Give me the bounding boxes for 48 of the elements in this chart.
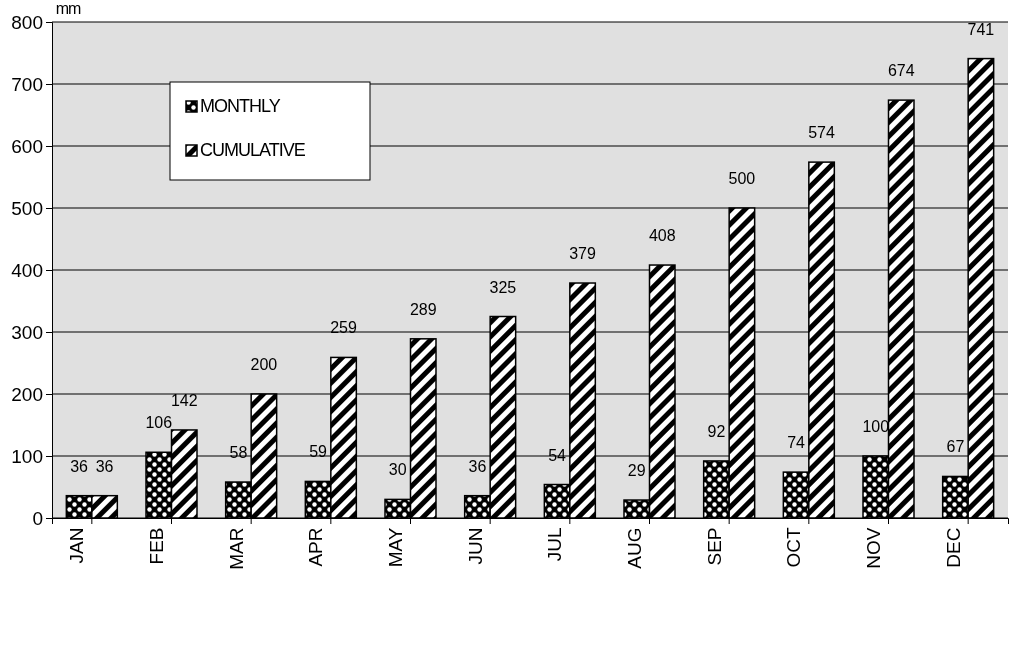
data-label: 67 [946,438,965,456]
data-label: 574 [808,124,836,142]
legend-label: CUMULATIVE [200,140,306,160]
y-tick-label: 600 [11,135,43,157]
y-tick-label: 500 [11,197,43,219]
x-tick-label: JAN [66,527,88,564]
y-tick-label: 800 [11,11,43,33]
x-tick-label: MAY [384,527,406,568]
data-label: 325 [489,278,517,296]
data-label: 408 [648,227,676,245]
data-label: 741 [967,20,995,38]
y-tick-label: 200 [11,383,43,405]
y-tick-label: 700 [11,73,43,95]
data-label: 36 [70,457,89,475]
data-label: 259 [330,319,358,337]
data-label: 674 [887,62,915,80]
x-tick-label: DEC [942,527,964,568]
data-label: 36 [468,457,487,475]
data-label: 36 [95,457,114,475]
data-label: 58 [229,444,248,462]
data-label: 54 [548,446,567,464]
x-tick-label: JUN [464,527,486,565]
y-tick-label: 400 [11,259,43,281]
x-tick-label: MAR [225,527,247,570]
data-label: 59 [309,443,328,461]
x-tick-label: AUG [623,527,645,569]
x-tick-label: JUL [544,527,566,562]
data-label: 289 [409,300,437,318]
legend-label: MONTHLY [200,96,281,116]
data-label: 74 [787,434,806,452]
x-tick-label: NOV [862,527,884,569]
data-label: 29 [627,462,646,480]
y-tick-label: 300 [11,321,43,343]
y-tick-label: 100 [11,445,43,467]
data-label: 200 [250,356,278,373]
x-tick-label: APR [305,527,327,567]
data-label: 106 [145,414,173,432]
data-label: 100 [862,418,890,435]
data-label: 142 [170,391,198,409]
data-label: 92 [707,422,726,440]
data-label: 379 [569,245,597,263]
data-label: 30 [388,461,407,479]
x-tick-label: SEP [703,527,725,566]
x-tick-label: OCT [783,527,805,568]
y-tick-label: 0 [32,507,43,529]
x-tick-label: FEB [145,527,167,565]
data-label: 500 [728,170,756,187]
y-axis-title: mm [55,0,81,17]
